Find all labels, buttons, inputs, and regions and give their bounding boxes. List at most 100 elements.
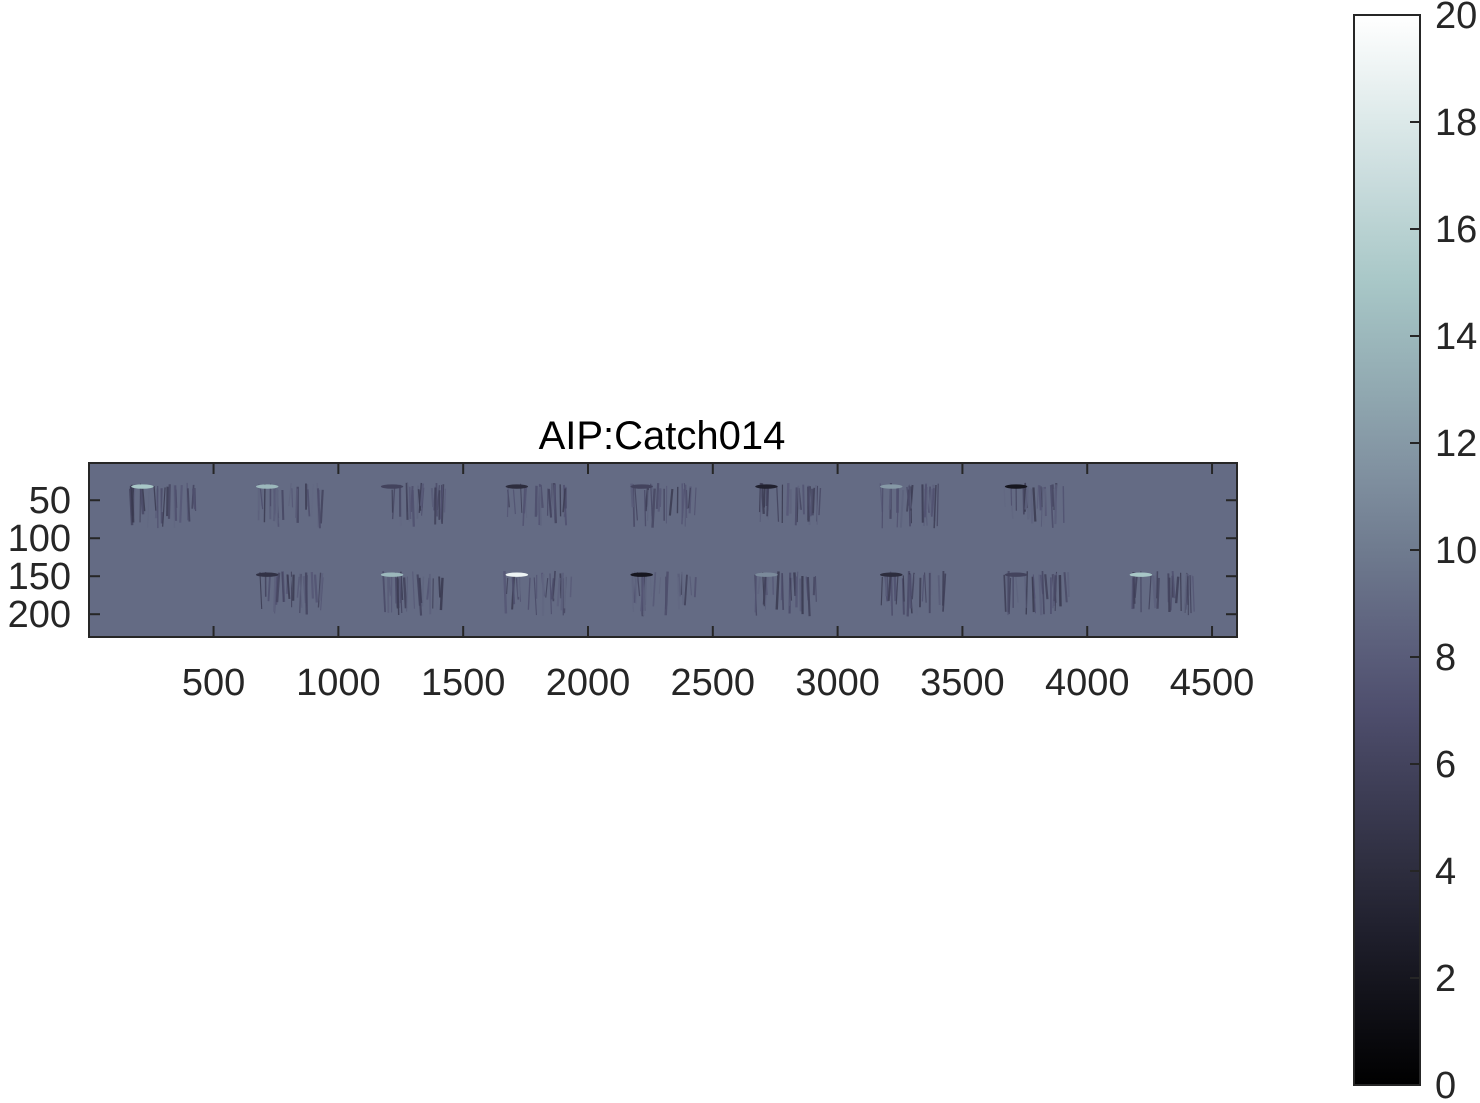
y-tick-label: 50 — [29, 480, 71, 522]
spectrogram-streak — [538, 486, 542, 526]
spectrogram-streak — [387, 578, 393, 597]
spectrogram-streak — [685, 485, 688, 519]
spectrogram-tiles — [129, 482, 1195, 617]
colorbar-tick-label: 18 — [1435, 102, 1477, 144]
spectrogram-streak — [545, 578, 549, 598]
x-tick-label: 1000 — [296, 662, 381, 704]
spectrogram-streak — [927, 490, 931, 512]
spectrogram-tile — [505, 482, 568, 526]
spectrogram-streak — [319, 489, 324, 524]
spectrogram-streak — [552, 570, 556, 602]
spectrogram-streak — [562, 488, 566, 513]
colorbar-tick-label: 20 — [1435, 0, 1477, 37]
spectrogram-streak — [1031, 576, 1035, 613]
spectrogram-streak — [680, 571, 685, 605]
x-tick-label: 1500 — [421, 662, 506, 704]
x-tick-label: 2000 — [546, 662, 631, 704]
spectrogram-streak — [421, 487, 425, 516]
colorbar-tick-label: 16 — [1435, 209, 1477, 251]
spectrogram-streak — [435, 483, 438, 517]
spectrogram-streak — [416, 574, 421, 606]
spectrogram-streak — [759, 487, 762, 522]
spectrogram-streak — [438, 576, 441, 598]
spectrogram-streak — [781, 573, 785, 610]
spectrogram-streak — [511, 575, 516, 605]
spectrogram-streak — [382, 571, 387, 613]
spectrogram-streak — [259, 572, 263, 610]
spectrogram-streak — [902, 575, 905, 602]
spectrogram-tile — [129, 482, 197, 529]
spectrogram-streak — [923, 572, 927, 603]
colorbar-tick-label: 14 — [1435, 316, 1477, 358]
spectrogram-streak — [439, 577, 444, 611]
spectrogram-streak — [1044, 574, 1049, 600]
spectrogram-streak — [635, 576, 638, 604]
colorbar-tick-label: 12 — [1435, 423, 1477, 465]
spectrogram-streak — [162, 487, 166, 527]
spectrogram-streak — [412, 571, 416, 609]
spectrogram-tile — [880, 570, 947, 617]
spectrogram-tile — [879, 482, 939, 529]
spectrogram-streak — [1156, 577, 1160, 609]
spectrogram-streak — [1040, 486, 1043, 508]
spectrogram-streak — [273, 576, 277, 612]
spectrogram-streak — [1032, 487, 1037, 522]
spectrogram-streak — [923, 484, 928, 518]
syllable-onset — [755, 572, 778, 577]
spectrogram-streak — [676, 577, 681, 610]
spectrogram-streak — [1053, 575, 1057, 602]
spectrogram-streak — [658, 577, 662, 594]
spectrogram-streak — [1067, 572, 1070, 598]
spectrogram-streak — [436, 485, 440, 511]
spectrogram-streak — [930, 488, 933, 515]
spectrogram-streak — [632, 572, 635, 600]
spectrogram-streak — [186, 488, 191, 522]
spectrogram-streak — [818, 487, 822, 516]
spectrogram-streak — [267, 576, 271, 602]
spectrogram-streak — [418, 577, 423, 604]
spectrogram-streak — [306, 489, 311, 517]
spectrogram-streak — [534, 485, 538, 517]
spectrogram-streak — [630, 572, 635, 613]
spectrogram-streak — [775, 571, 780, 610]
spectrogram-streak — [1155, 571, 1159, 599]
spectrogram-streak — [556, 577, 561, 607]
spectrogram-streak — [1029, 488, 1034, 524]
spectrogram-streak — [288, 482, 292, 507]
syllable-onset — [630, 484, 653, 489]
spectrogram-streak — [1014, 573, 1019, 603]
spectrogram-streak — [893, 573, 897, 602]
spectrogram-streak — [652, 572, 657, 607]
spectrogram-streak — [1174, 576, 1180, 604]
spectrogram-streak — [310, 572, 314, 599]
x-tick-label: 3000 — [795, 662, 880, 704]
spectrogram-streak — [880, 576, 883, 606]
spectrogram-streak — [407, 483, 411, 522]
spectrogram-streak — [417, 489, 422, 511]
spectrogram-streak — [281, 489, 285, 520]
spectrogram-streak — [421, 576, 425, 607]
spectrogram-streak — [130, 484, 135, 523]
spectrogram-streak — [1148, 573, 1152, 610]
spectrogram-streak — [281, 571, 285, 602]
colorbar-tick-label: 10 — [1435, 530, 1477, 572]
spectrogram-streak — [921, 574, 925, 602]
spectrogram-streak — [937, 575, 941, 606]
spectrogram-streak — [174, 485, 178, 521]
colorbar-tick-label: 8 — [1435, 637, 1456, 679]
spectrogram-streak — [400, 571, 404, 601]
spectrogram-streak — [694, 487, 697, 516]
spectrogram-streak — [133, 483, 136, 516]
spectrogram-streak — [512, 489, 517, 515]
spectrogram-streak — [895, 572, 899, 605]
spectrogram-streak — [909, 574, 912, 596]
syllable-onset — [380, 484, 404, 489]
spectrogram-tile — [380, 571, 444, 616]
spectrogram-streak — [522, 487, 526, 526]
spectrogram-streak — [391, 487, 396, 520]
spectrogram-streak — [1183, 573, 1188, 613]
spectrogram-streak — [549, 573, 552, 615]
spectrogram-streak — [569, 576, 573, 598]
spectrogram-streak — [806, 577, 811, 617]
